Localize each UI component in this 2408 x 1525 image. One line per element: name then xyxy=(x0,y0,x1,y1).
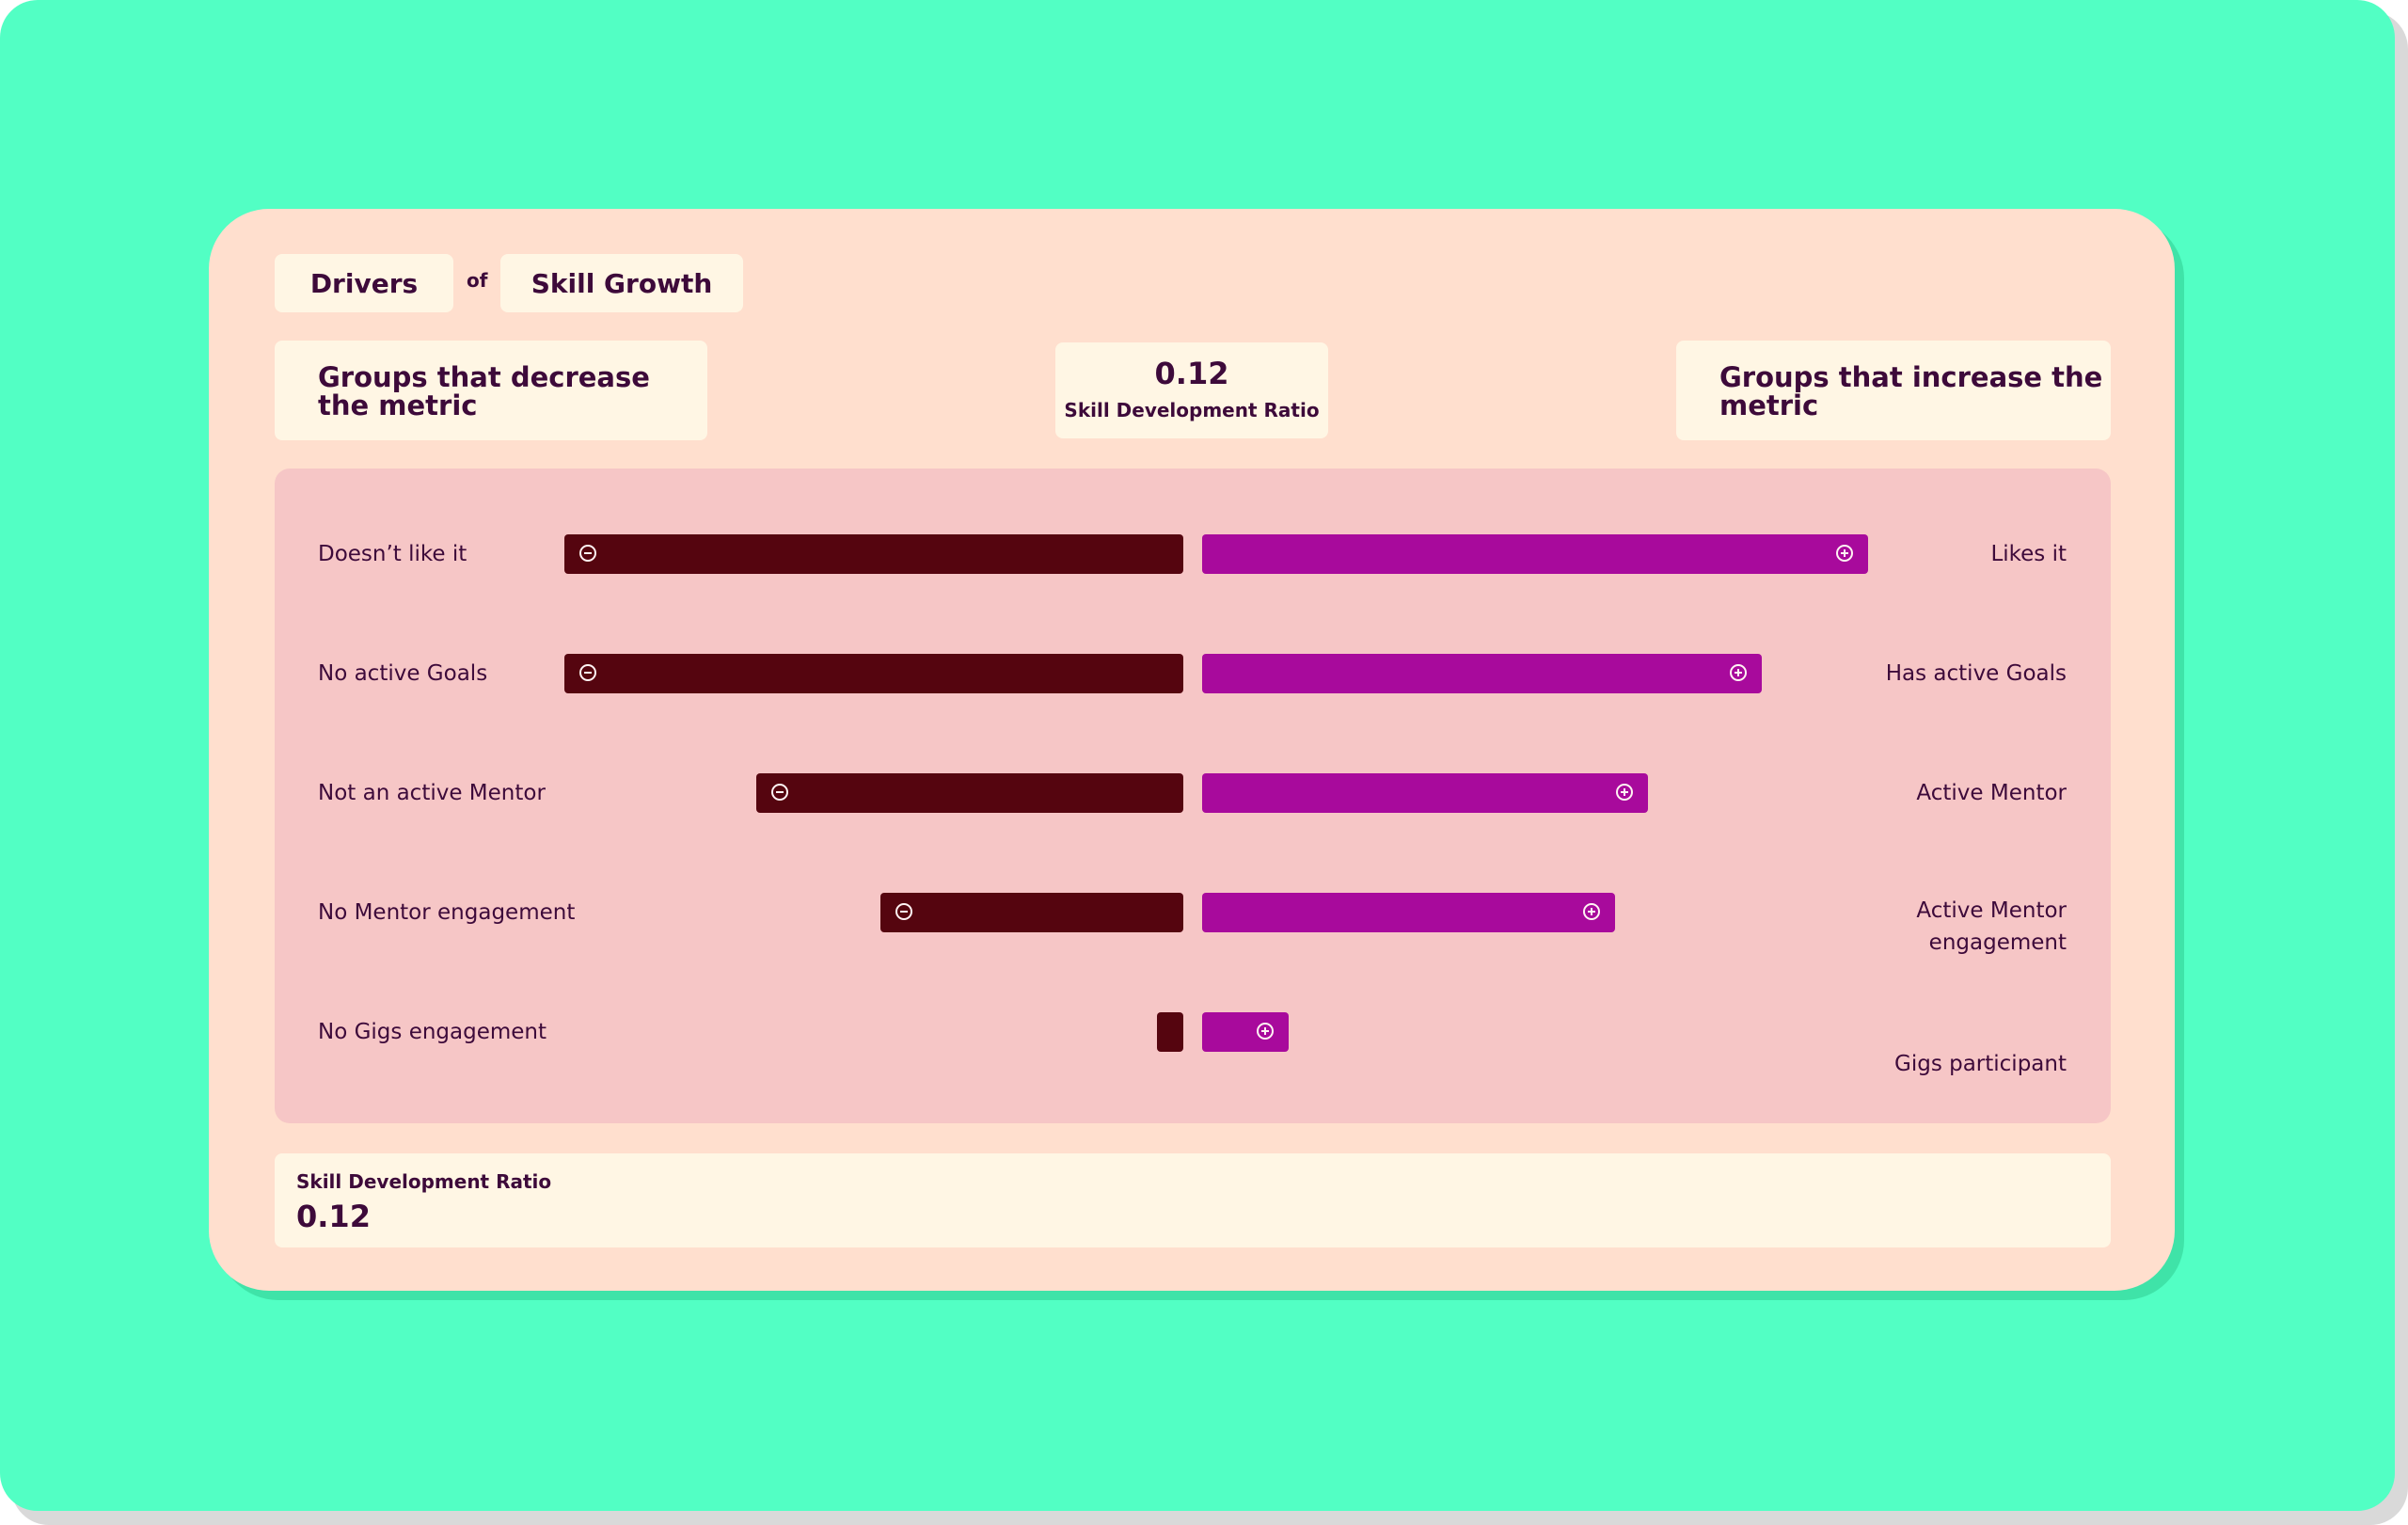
increase-column-header: Groups that increase the metric xyxy=(1676,341,2111,440)
positive-group-label: Active Mentor engagement xyxy=(1916,898,2067,955)
negative-group-label: Doesn’t like it xyxy=(318,542,467,566)
negative-group-label: No Mentor engagement xyxy=(318,900,576,925)
plus-circle-icon xyxy=(1730,664,1747,681)
plus-circle-icon xyxy=(1836,545,1853,562)
positive-bar[interactable] xyxy=(1202,773,1648,813)
minus-circle-icon xyxy=(579,664,596,681)
center-metric-box: 0.12 Skill Development Ratio xyxy=(1055,342,1328,438)
footer-metric: Skill Development Ratio 0.12 xyxy=(275,1153,2111,1247)
positive-group-label: Has active Goals xyxy=(1885,661,2067,686)
center-metric-value: 0.12 xyxy=(1154,356,1229,391)
drivers-chart xyxy=(275,469,2111,1123)
negative-bar[interactable] xyxy=(880,893,1183,932)
negative-bar[interactable] xyxy=(756,773,1183,813)
drivers-chip[interactable]: Drivers xyxy=(275,254,453,312)
negative-bar[interactable] xyxy=(564,534,1183,574)
footer-metric-label: Skill Development Ratio xyxy=(296,1170,552,1193)
of-label: of xyxy=(467,269,488,292)
minus-circle-icon xyxy=(895,903,912,920)
negative-bar[interactable] xyxy=(564,654,1183,693)
minus-circle-icon xyxy=(579,545,596,562)
positive-bar[interactable] xyxy=(1202,1012,1289,1052)
center-metric-label: Skill Development Ratio xyxy=(1064,399,1320,421)
negative-group-label: No active Goals xyxy=(318,661,488,686)
drivers-label: Drivers xyxy=(309,267,419,299)
decrease-column-header: Groups that decrease the metric xyxy=(275,341,707,440)
metric-name: Skill Growth xyxy=(531,267,713,299)
negative-group-label: No Gigs engagement xyxy=(318,1020,547,1044)
positive-bar[interactable] xyxy=(1202,654,1762,693)
negative-bar[interactable] xyxy=(1157,1012,1183,1052)
positive-bar[interactable] xyxy=(1202,893,1615,932)
metric-selector[interactable]: Skill Growth xyxy=(500,254,743,312)
positive-bar[interactable] xyxy=(1202,534,1868,574)
minus-circle-icon xyxy=(771,784,788,801)
plus-circle-icon xyxy=(1583,903,1600,920)
positive-group-label: Likes it xyxy=(1990,542,2067,566)
positive-group-label: Gigs participant xyxy=(1894,1052,2067,1076)
footer-metric-value: 0.12 xyxy=(296,1199,371,1234)
negative-group-label: Not an active Mentor xyxy=(318,781,546,805)
positive-group-label: Active Mentor xyxy=(1916,781,2067,805)
plus-circle-icon xyxy=(1257,1023,1274,1040)
plus-circle-icon xyxy=(1616,784,1633,801)
